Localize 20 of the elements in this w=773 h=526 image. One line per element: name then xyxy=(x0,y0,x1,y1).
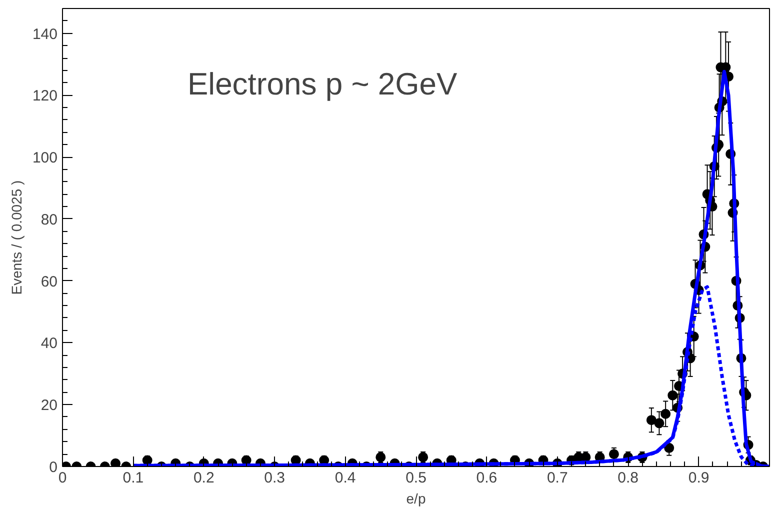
x-tick-label: 0.4 xyxy=(334,470,356,486)
x-tick-label: 0.6 xyxy=(476,470,498,486)
x-tick-label: 0.3 xyxy=(264,470,286,486)
x-tick-label: 0.7 xyxy=(546,470,568,486)
annotation: Electrons p ~ 2GeV xyxy=(188,66,458,102)
y-tick-label: 40 xyxy=(40,335,58,352)
y-tick-label: 100 xyxy=(32,150,58,167)
x-tick-label: 0.8 xyxy=(618,470,639,486)
y-tick-label: 80 xyxy=(40,211,58,228)
y-axis-title: Events / ( 0.0025 ) xyxy=(8,180,24,295)
x-tick-label: 0.9 xyxy=(688,470,710,486)
y-tick-label: 120 xyxy=(32,88,58,105)
x-tick-label: 0.2 xyxy=(193,470,214,486)
x-tick-label: 0.5 xyxy=(406,470,426,486)
y-tick-label: 140 xyxy=(32,26,58,43)
y-tick-label: 0 xyxy=(49,459,58,476)
x-axis-title: e/p xyxy=(406,490,426,506)
y-tick-label: 60 xyxy=(40,273,58,290)
y-tick-label: 20 xyxy=(40,397,58,414)
x-tick-label: 0.1 xyxy=(122,470,144,486)
